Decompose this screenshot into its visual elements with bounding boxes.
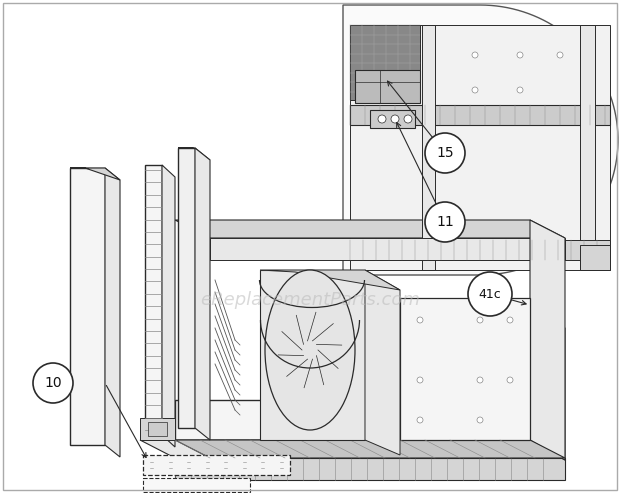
Circle shape: [417, 377, 423, 383]
Polygon shape: [145, 165, 162, 435]
Circle shape: [472, 87, 478, 93]
Circle shape: [557, 52, 563, 58]
Circle shape: [468, 272, 512, 316]
Polygon shape: [355, 70, 420, 103]
Circle shape: [391, 115, 399, 123]
Polygon shape: [365, 270, 400, 455]
Polygon shape: [350, 25, 610, 270]
Circle shape: [507, 377, 513, 383]
Circle shape: [517, 87, 523, 93]
Polygon shape: [70, 168, 120, 180]
Polygon shape: [175, 400, 530, 460]
Polygon shape: [175, 440, 565, 458]
Circle shape: [378, 115, 386, 123]
Polygon shape: [178, 148, 195, 428]
Polygon shape: [143, 478, 250, 492]
Polygon shape: [343, 5, 618, 275]
Circle shape: [425, 133, 465, 173]
Polygon shape: [178, 148, 210, 160]
Circle shape: [477, 317, 483, 323]
Circle shape: [477, 417, 483, 423]
Polygon shape: [105, 168, 120, 457]
Polygon shape: [148, 422, 167, 436]
Polygon shape: [422, 25, 435, 270]
Circle shape: [507, 317, 513, 323]
Text: 41c: 41c: [479, 287, 502, 301]
Circle shape: [477, 377, 483, 383]
Polygon shape: [175, 458, 565, 480]
Circle shape: [472, 52, 478, 58]
Polygon shape: [162, 165, 175, 447]
Circle shape: [404, 115, 412, 123]
Polygon shape: [140, 440, 565, 458]
Polygon shape: [370, 110, 415, 128]
Polygon shape: [140, 418, 175, 440]
Circle shape: [517, 52, 523, 58]
Ellipse shape: [265, 270, 355, 430]
Circle shape: [417, 417, 423, 423]
Text: 15: 15: [436, 146, 454, 160]
Circle shape: [417, 317, 423, 323]
Polygon shape: [580, 245, 610, 270]
Polygon shape: [350, 240, 610, 260]
Polygon shape: [70, 168, 105, 445]
Polygon shape: [580, 25, 595, 270]
Polygon shape: [350, 25, 420, 100]
Circle shape: [33, 363, 73, 403]
Polygon shape: [210, 238, 565, 260]
Polygon shape: [195, 148, 210, 440]
Polygon shape: [530, 220, 565, 460]
Polygon shape: [260, 270, 365, 440]
Polygon shape: [175, 220, 565, 238]
Polygon shape: [260, 270, 400, 290]
Text: eReplacementParts.com: eReplacementParts.com: [200, 291, 420, 309]
Circle shape: [425, 202, 465, 242]
Polygon shape: [143, 455, 290, 475]
Polygon shape: [400, 298, 530, 440]
Text: 10: 10: [44, 376, 62, 390]
Text: 11: 11: [436, 215, 454, 229]
Polygon shape: [350, 105, 610, 125]
Polygon shape: [530, 310, 565, 460]
